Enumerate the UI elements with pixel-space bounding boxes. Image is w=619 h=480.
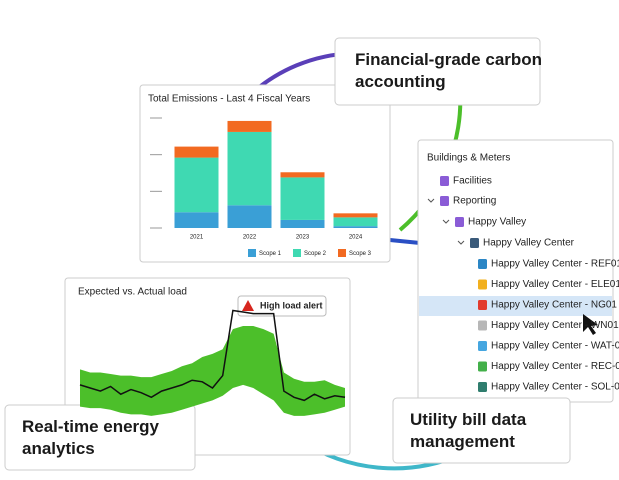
label-card [334,37,541,106]
alert-icon [242,300,254,311]
bar-segment [174,146,219,158]
legend-label: Scope 2 [304,251,327,257]
bar-segment [174,212,219,228]
tree-item[interactable]: Happy Valley Center - WN01 [491,320,619,331]
tree-icon [470,238,479,248]
tree-icon [478,259,487,269]
legend-swatch [338,249,346,257]
selected-row[interactable] [419,296,612,316]
x-tick-label: 2023 [296,235,310,241]
bar-segment [333,226,378,228]
label-card [392,397,571,464]
actual-line [79,309,346,402]
tree-item[interactable]: Happy Valley Center - REF01 [491,259,619,270]
alert-text: High load alert [260,300,323,310]
x-tick-label: 2021 [190,235,204,241]
expected-band [80,326,345,416]
tree-icon [478,382,487,392]
tree-icon [440,196,449,206]
card-text: Financial-grade carbon accounting [355,50,542,91]
tree-item[interactable]: Happy Valley [468,217,526,228]
line-title: Expected vs. Actual load [78,287,187,298]
card-text: Utility bill data management [410,410,527,451]
label-card [4,404,196,471]
tree-icon [478,320,487,331]
tree-title: Buildings & Meters [427,153,510,164]
bar-segment [333,217,378,227]
legend-swatch [248,249,256,257]
tree-icon [478,361,487,372]
tree-item[interactable]: Facilities [453,176,492,187]
tree-icon [440,176,449,186]
card-text: Real-time energy analytics [22,417,160,458]
cursor [583,314,598,335]
x-tick-label: 2022 [243,235,257,241]
tree-item[interactable]: Happy Valley Center - REC-01 [491,361,619,372]
bar-title: Total Emissions - Last 4 Fiscal Years [148,94,310,105]
bar-segment [174,157,219,213]
tree-item[interactable]: Happy Valley Center - NG01 [491,300,617,311]
bar-segment [333,213,378,218]
tree-icon [478,300,487,310]
bar-segment [280,172,325,178]
bar-segment [227,205,272,228]
legend-swatch [293,249,301,257]
tree-icon [478,341,487,351]
bar-segment [280,219,325,228]
legend-label: Scope 3 [349,251,372,257]
tree-item[interactable]: Happy Valley Center - SOL-01 [491,382,619,393]
tree-item[interactable]: Reporting [453,196,496,207]
tree-item[interactable]: Happy Valley Center [483,238,575,249]
x-tick-label: 2024 [349,235,363,241]
legend-label: Scope 1 [259,251,282,257]
tree-icon [478,279,487,290]
chevron [457,240,465,245]
chevron [442,219,450,224]
tree-item[interactable]: Happy Valley Center - WAT-01 [491,341,619,352]
chevron [427,198,435,203]
tree-item[interactable]: Happy Valley Center - ELE01 [491,279,619,290]
bar-segment [280,177,325,220]
tree-icon [455,217,464,227]
alert-box [237,295,327,317]
bar-segment [227,120,272,132]
bar-segment [227,131,272,206]
